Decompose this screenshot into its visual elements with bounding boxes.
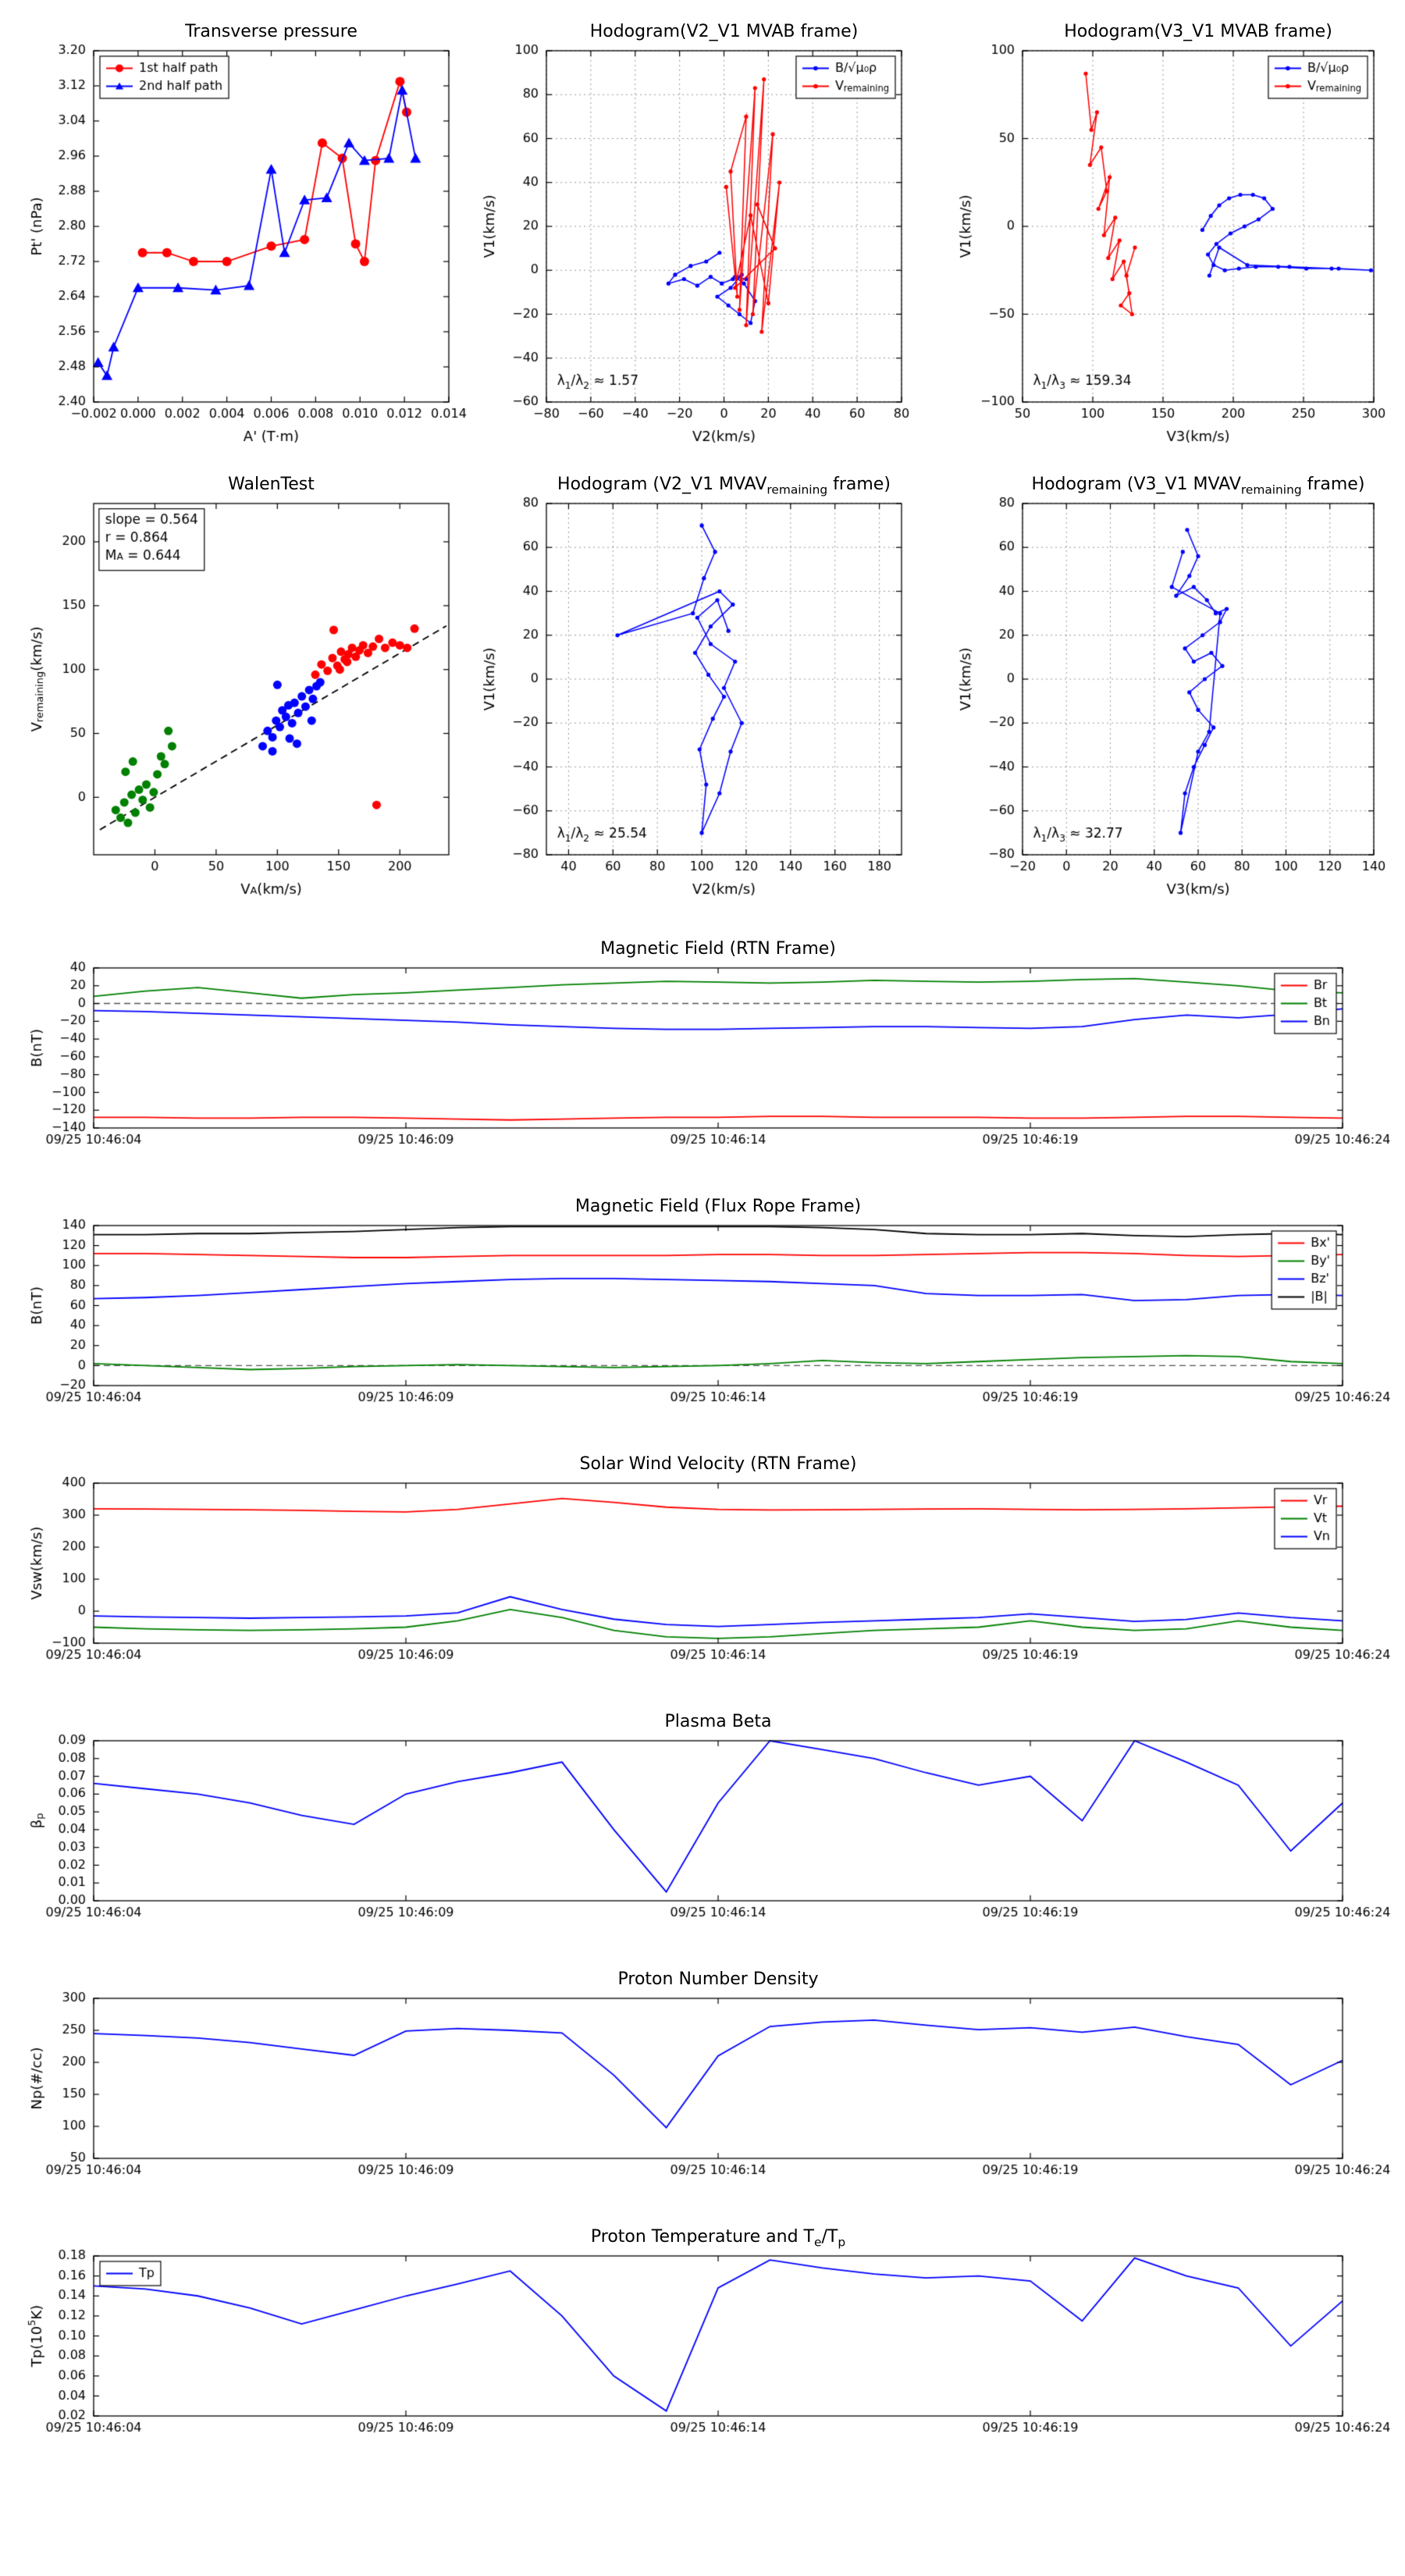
figure-root: Transverse pressure Hodogram(V2_V1 MVAB … xyxy=(0,0,1405,2576)
charts-canvas xyxy=(0,0,1405,2576)
